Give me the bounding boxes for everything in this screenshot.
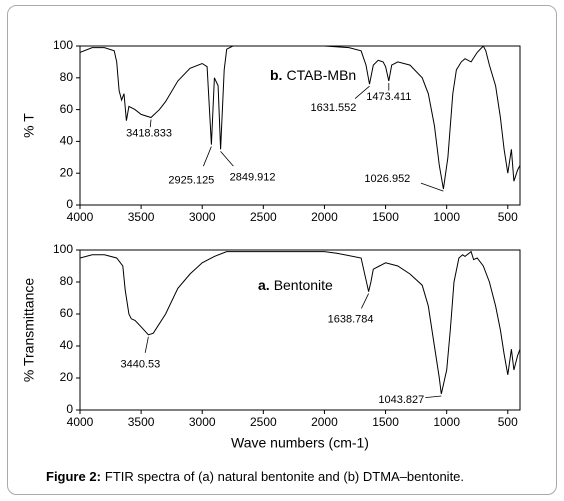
peak-label: 3418.833	[126, 127, 172, 139]
x-tick-label: 2000	[311, 210, 338, 224]
series-letter: b.	[270, 67, 282, 83]
y-tick-label: 60	[60, 102, 74, 116]
x-tick-label: 1000	[433, 210, 460, 224]
figure-frame	[7, 5, 557, 495]
caption: Figure 2: FTIR spectra of (a) natural ben…	[46, 469, 464, 484]
peak-leader	[203, 146, 212, 167]
x-tick-label: 1500	[372, 210, 399, 224]
series-label: b. CTAB-MBn	[270, 67, 356, 83]
peak-label: 2925.125	[168, 174, 214, 186]
y-tick-label: 40	[60, 338, 74, 352]
peak-label: 2849.912	[230, 171, 276, 183]
caption-text: FTIR spectra of (a) natural bentonite an…	[105, 469, 464, 484]
series-letter: a.	[258, 277, 270, 293]
y-tick-label: 100	[53, 242, 73, 256]
peak-leader	[425, 395, 442, 398]
y-tick-label: 0	[66, 197, 73, 211]
peak-label: 1043.827	[378, 394, 424, 406]
y-tick-label: 20	[60, 165, 74, 179]
peak-leader	[149, 119, 152, 128]
series-name: Bentonite	[274, 277, 333, 293]
x-tick-label: 3000	[189, 415, 216, 429]
spectrum-line	[80, 46, 520, 190]
x-tick-label: 3500	[128, 210, 155, 224]
x-tick-label: 1500	[372, 415, 399, 429]
series-label: a. Bentonite	[258, 277, 333, 293]
y-axis-label: % Transmittance	[21, 278, 37, 382]
y-tick-label: 20	[60, 370, 74, 384]
x-tick-label: 3500	[128, 415, 155, 429]
y-tick-label: 0	[66, 402, 73, 416]
x-tick-label: 2000	[311, 415, 338, 429]
y-tick-label: 60	[60, 306, 74, 320]
peak-leader	[144, 336, 149, 353]
peak-leader	[361, 293, 369, 309]
y-tick-label: 80	[60, 274, 74, 288]
plot-frame	[79, 249, 521, 411]
x-tick-label: 500	[498, 415, 518, 429]
x-axis-label: Wave numbers (cm-1)	[231, 435, 369, 451]
peak-leader	[354, 85, 370, 99]
x-tick-label: 1000	[433, 415, 460, 429]
spectrum-line	[80, 250, 520, 395]
peak-label: 1638.784	[328, 314, 374, 326]
x-tick-label: 4000	[67, 415, 94, 429]
x-tick-label: 4000	[67, 210, 94, 224]
peak-label: 1473.411	[366, 91, 411, 103]
series-name: CTAB-MBn	[286, 67, 356, 83]
peak-label: 3440.53	[120, 359, 160, 371]
peak-leader	[220, 151, 234, 167]
x-tick-label: 2500	[250, 210, 277, 224]
peak-leader	[420, 182, 444, 192]
x-tick-label: 3000	[189, 210, 216, 224]
x-tick-label: 500	[498, 210, 518, 224]
caption-label: Figure 2:	[46, 469, 101, 484]
peak-label: 1026.952	[364, 173, 410, 185]
peak-label: 1631.552	[311, 102, 357, 114]
y-tick-label: 100	[53, 38, 73, 52]
x-tick-label: 2500	[250, 415, 277, 429]
y-tick-label: 40	[60, 134, 74, 148]
y-axis-label: % T	[21, 113, 37, 138]
y-tick-label: 80	[60, 70, 74, 84]
